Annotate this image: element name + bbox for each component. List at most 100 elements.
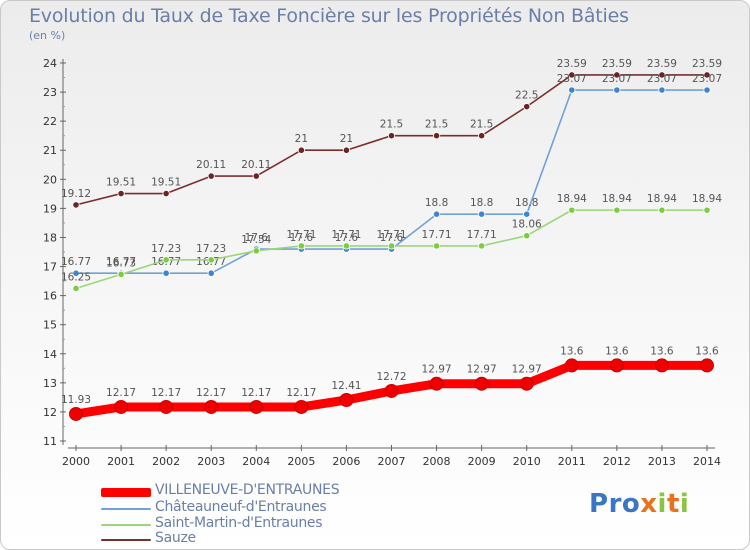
- series-3-data-label: 22.5: [515, 90, 538, 102]
- series-3-point: [72, 201, 80, 209]
- series-3-point: [432, 132, 441, 140]
- series-2-point: [297, 242, 305, 250]
- series-0-point: [339, 393, 354, 408]
- series-0-data-label: 11.93: [61, 394, 91, 406]
- series-0-data-label: 12.97: [512, 364, 542, 376]
- y-tick-label: 20: [43, 173, 57, 186]
- series-0-point: [249, 399, 264, 414]
- series-0-point: [294, 399, 309, 414]
- series-3-point: [117, 189, 125, 198]
- series-0-point: [564, 358, 579, 373]
- series-0-data-label: 13.6: [695, 345, 719, 357]
- series-3-data-label: 23.59: [647, 58, 677, 70]
- series-2-data-label: 17.54: [241, 234, 271, 246]
- series-3-point: [252, 172, 260, 180]
- proxiti-logo: Proxiti: [589, 489, 689, 519]
- x-tick-label: 2010: [513, 455, 541, 468]
- series-1-data-label: 17.6: [335, 232, 359, 244]
- y-tick-label: 15: [43, 319, 57, 332]
- series-1-data-label: 16.77: [61, 256, 91, 268]
- series-1-point: [523, 210, 531, 218]
- series-2-data-label: 17.71: [376, 229, 406, 241]
- x-tick-label: 2006: [332, 455, 360, 468]
- series-0-data-label: 12.17: [151, 387, 181, 399]
- series-3-data-label: 21: [295, 133, 308, 145]
- series-3-point: [613, 71, 621, 79]
- series-2-data-label: 17.71: [331, 229, 361, 241]
- series-2-point: [72, 284, 80, 292]
- series-3-data-label: 23.59: [692, 58, 722, 70]
- series-3-point: [523, 103, 531, 111]
- series-0-point: [700, 358, 714, 373]
- series-3-point: [658, 71, 666, 79]
- series-3-point: [703, 71, 711, 79]
- series-0-data-label: 12.17: [106, 387, 136, 399]
- series-2-data-label: 17.23: [196, 243, 226, 255]
- series-3-point: [342, 146, 351, 154]
- series-3-point: [478, 132, 486, 140]
- series-0-data-label: 13.6: [605, 345, 629, 357]
- series-1-point: [703, 86, 711, 94]
- logo-letter: o: [621, 489, 641, 519]
- series-2-point: [342, 242, 351, 250]
- x-tick-label: 2008: [423, 455, 451, 468]
- x-tick-label: 2003: [197, 455, 225, 468]
- series-1-data-label: 23.07: [692, 73, 722, 85]
- x-tick-label: 2004: [242, 455, 270, 468]
- series-0-data-label: 12.97: [467, 364, 497, 376]
- series-1-point: [432, 210, 441, 218]
- series-2-data-label: 18.94: [647, 193, 677, 205]
- series-2-point: [568, 206, 576, 214]
- legend-swatch: [101, 524, 151, 526]
- series-2-point: [387, 242, 396, 250]
- series-2-point: [432, 242, 441, 250]
- series-1-point: [162, 269, 170, 277]
- series-3-data-label: 19.51: [106, 177, 136, 189]
- series-1-point: [478, 210, 486, 218]
- series-3-point: [207, 172, 215, 180]
- series-0-point: [654, 358, 669, 373]
- series-2-data-label: 18.06: [512, 219, 542, 231]
- series-1-point: [613, 86, 621, 94]
- logo-letter: r: [608, 489, 622, 519]
- logo-letter: i: [679, 489, 690, 519]
- y-tick-label: 13: [43, 377, 57, 390]
- series-1-data-label: 17.6: [290, 232, 314, 244]
- logo-letter: x: [640, 489, 658, 519]
- series-2-data-label: 18.94: [602, 193, 632, 205]
- series-1-data-label: 17.6: [245, 232, 269, 244]
- chart-unit-label: (en %): [29, 29, 66, 42]
- series-1-data-label: 23.07: [557, 73, 587, 85]
- series-0-point: [609, 358, 624, 373]
- series-3-data-label: 23.59: [602, 58, 632, 70]
- series-3-data-label: 20.11: [241, 159, 271, 171]
- series-1-point: [658, 86, 666, 94]
- logo-letter: i: [657, 489, 667, 519]
- series-2-point: [117, 270, 125, 278]
- x-tick-label: 2014: [693, 455, 721, 468]
- series-0-data-label: 12.72: [376, 371, 406, 383]
- series-0-point: [69, 406, 83, 421]
- series-0-point: [384, 383, 399, 398]
- x-tick-label: 2001: [107, 455, 135, 468]
- series-3-point: [387, 132, 396, 140]
- series-2-point: [658, 206, 666, 214]
- series-2-point: [613, 206, 621, 214]
- chart-title: Evolution du Taux de Taxe Foncière sur l…: [29, 5, 629, 27]
- series-0-data-label: 13.6: [560, 345, 584, 357]
- logo-letter: t: [666, 489, 680, 519]
- y-tick-label: 11: [43, 435, 57, 448]
- x-tick-label: 2005: [287, 455, 315, 468]
- series-1-data-label: 16.77: [106, 256, 136, 268]
- legend-label: Saint-Martin-d'Entraunes: [155, 515, 323, 531]
- legend-swatch: [101, 539, 151, 541]
- series-1-data-label: 17.6: [380, 232, 404, 244]
- y-tick-label: 24: [43, 57, 57, 70]
- series-0-data-label: 12.17: [196, 387, 226, 399]
- series-3-data-label: 21.5: [425, 119, 448, 131]
- series-2-data-label: 17.71: [422, 229, 452, 241]
- series-0-point: [429, 376, 444, 391]
- legend-label: VILLENEUVE-D'ENTRAUNES: [155, 482, 340, 498]
- y-tick-label: 16: [43, 290, 57, 303]
